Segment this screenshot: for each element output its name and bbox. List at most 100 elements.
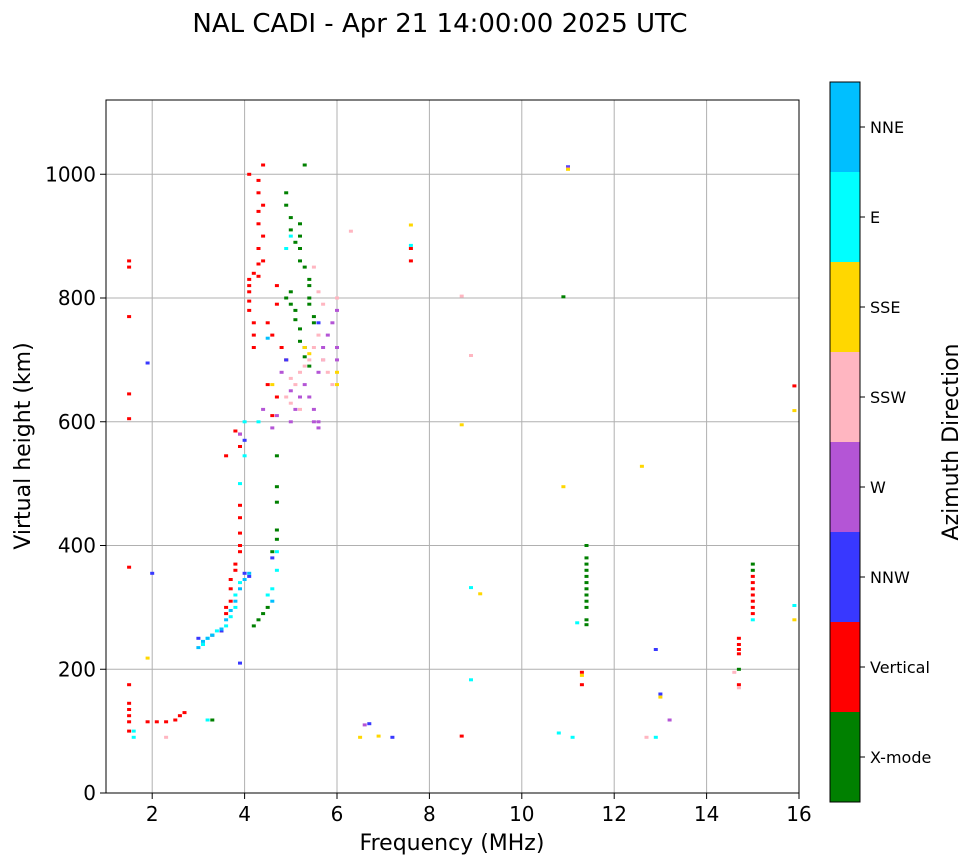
data-point: [274, 500, 279, 504]
data-point: [556, 731, 561, 735]
x-tick-label: 6: [331, 802, 344, 826]
data-point: [325, 333, 330, 337]
data-point: [469, 586, 473, 590]
data-point: [247, 277, 252, 281]
data-point: [750, 581, 755, 585]
data-point: [658, 692, 663, 696]
data-point: [256, 178, 261, 182]
data-point: [390, 735, 395, 739]
data-point: [288, 290, 293, 294]
data-point: [653, 648, 658, 651]
data-point: [288, 389, 293, 393]
data-point: [274, 485, 279, 489]
data-point: [459, 423, 464, 427]
data-point: [293, 308, 298, 312]
x-tick-label: 10: [509, 802, 534, 826]
data-point: [247, 308, 252, 312]
data-point: [584, 574, 589, 578]
data-point: [644, 735, 649, 739]
data-point: [307, 364, 312, 368]
data-point: [274, 284, 279, 288]
data-point: [261, 234, 266, 238]
data-point: [316, 420, 321, 424]
y-tick-label: 0: [83, 781, 96, 805]
data-point: [265, 383, 270, 387]
colorbar-swatch-w: [830, 442, 860, 532]
data-point: [238, 503, 242, 507]
data-point: [653, 735, 658, 739]
data-point: [274, 550, 279, 554]
data-point: [288, 216, 293, 220]
data-point: [579, 670, 584, 674]
data-point: [307, 352, 312, 356]
data-point: [270, 383, 275, 387]
data-point: [736, 636, 741, 640]
data-point: [238, 482, 242, 486]
series-e: [131, 234, 797, 739]
colorbar-label: E: [870, 208, 880, 227]
data-point: [330, 383, 335, 387]
data-point: [131, 729, 136, 733]
data-point: [270, 550, 275, 554]
data-point: [750, 562, 755, 566]
data-point: [274, 414, 279, 418]
data-point: [750, 599, 755, 603]
data-point: [251, 271, 256, 275]
data-point: [279, 370, 284, 374]
data-point: [658, 695, 663, 699]
data-point: [145, 361, 150, 365]
data-point: [210, 718, 215, 722]
colorbar-label: Vertical: [870, 658, 930, 677]
data-point: [210, 633, 215, 637]
series-vertical: [127, 163, 797, 738]
data-point: [150, 571, 155, 575]
data-point: [233, 593, 238, 597]
data-point: [335, 346, 339, 349]
data-point: [307, 302, 312, 306]
data-point: [224, 454, 229, 458]
data-point: [302, 346, 307, 349]
data-point: [196, 636, 201, 640]
data-point: [164, 735, 169, 739]
data-point: [131, 735, 136, 739]
data-point: [242, 578, 247, 581]
colorbar-swatch-x-mode: [830, 712, 860, 802]
data-point: [247, 290, 252, 294]
x-tick-label: 8: [423, 802, 436, 826]
data-point: [224, 605, 229, 609]
data-point: [302, 383, 307, 387]
data-point: [256, 618, 261, 622]
data-point: [302, 265, 307, 269]
data-point: [238, 661, 242, 665]
data-point: [284, 247, 289, 250]
data-point: [311, 346, 316, 349]
colorbar-label: SSW: [870, 388, 906, 407]
data-point: [127, 708, 132, 711]
data-point: [251, 624, 256, 628]
data-point: [274, 454, 279, 458]
data-point: [247, 299, 252, 303]
data-point: [792, 409, 797, 413]
x-tick-label: 12: [601, 802, 626, 826]
colorbar-swatch-vertical: [830, 622, 860, 712]
data-point: [459, 294, 464, 298]
data-point: [201, 643, 205, 646]
data-point: [298, 395, 302, 399]
data-point: [736, 648, 741, 651]
data-point: [459, 734, 464, 738]
data-point: [261, 407, 266, 411]
data-point: [302, 364, 307, 368]
data-point: [233, 562, 238, 566]
data-point: [224, 612, 229, 616]
colorbar-frame: [829, 81, 861, 803]
y-tick-label: 200: [58, 657, 96, 681]
data-point: [736, 686, 741, 690]
data-point: [732, 670, 737, 674]
data-point: [205, 718, 210, 722]
data-point: [667, 718, 672, 722]
data-point: [376, 734, 381, 738]
data-point: [408, 247, 413, 250]
data-point: [242, 454, 247, 458]
data-point: [127, 701, 132, 705]
